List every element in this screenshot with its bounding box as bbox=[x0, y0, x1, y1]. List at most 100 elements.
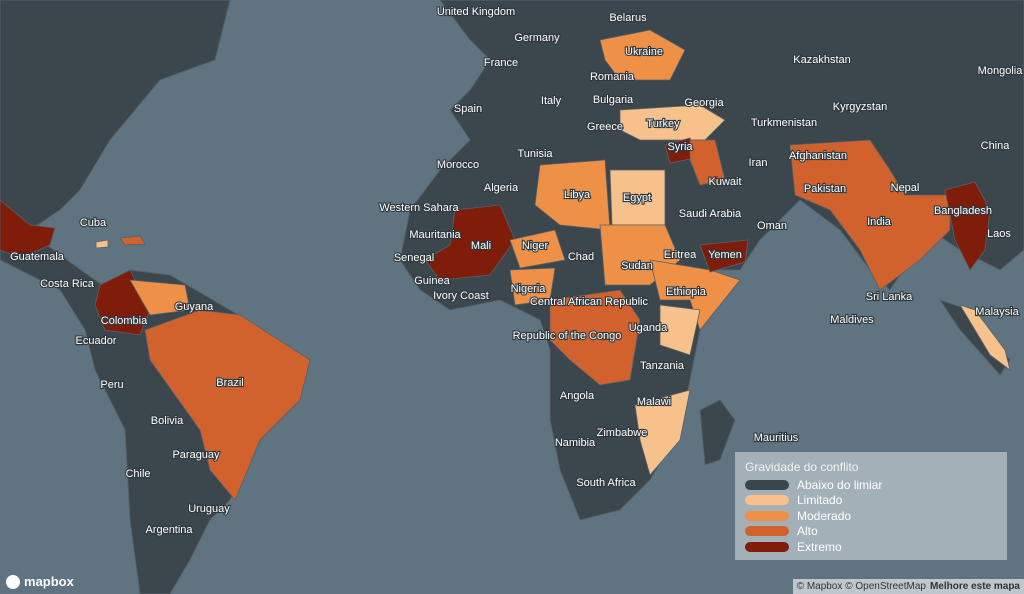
country-label: Laos bbox=[987, 228, 1011, 240]
country-label: Mongolia bbox=[978, 65, 1024, 77]
logo-icon bbox=[6, 574, 20, 589]
conflict-countries bbox=[0, 29, 1011, 501]
country-label: Argentina bbox=[145, 524, 193, 536]
legend-item: Moderado bbox=[745, 508, 997, 524]
country-label: Algeria bbox=[484, 182, 519, 194]
country-label: Pakistan bbox=[804, 183, 846, 195]
country-label: Bulgaria bbox=[593, 94, 634, 106]
country-label: Georgia bbox=[684, 97, 724, 109]
country-label: Sudan bbox=[621, 260, 653, 272]
country-label: Spain bbox=[454, 103, 482, 115]
country-label: Brazil bbox=[216, 377, 244, 389]
country-shape bbox=[689, 139, 726, 186]
country-label: Niger bbox=[522, 240, 549, 252]
country-label: Zimbabwe bbox=[597, 427, 648, 439]
country-shape bbox=[95, 239, 109, 249]
country-label: Egypt bbox=[623, 192, 651, 204]
country-label: United Kingdom bbox=[437, 6, 515, 18]
country-label: Kyrgyzstan bbox=[833, 101, 887, 113]
mapbox-logo[interactable]: mapbox bbox=[6, 574, 74, 589]
country-shape bbox=[119, 235, 146, 246]
legend-swatch bbox=[745, 541, 789, 552]
country-label: Maldives bbox=[830, 314, 874, 326]
country-label: Tunisia bbox=[517, 148, 553, 160]
country-shape bbox=[424, 204, 516, 281]
country-label: Guinea bbox=[414, 275, 450, 287]
country-labels: United Kingdom Belarus Germany Ukraine Kazak… bbox=[9, 5, 1024, 537]
country-label: Namibia bbox=[555, 437, 596, 449]
country-label: Mauritania bbox=[409, 229, 461, 241]
country-label: France bbox=[484, 57, 518, 69]
legend-item: Alto bbox=[745, 524, 997, 540]
country-label: Eritrea bbox=[664, 249, 697, 261]
country-label: Central African Republic bbox=[530, 296, 649, 308]
country-label: Senegal bbox=[394, 252, 434, 264]
country-label: Mali bbox=[471, 240, 491, 252]
country-label: Germany bbox=[514, 32, 560, 44]
country-shape bbox=[534, 159, 611, 231]
country-label: Oman bbox=[757, 220, 787, 232]
country-label: Libya bbox=[564, 189, 591, 201]
legend-item: Extremo bbox=[745, 539, 997, 555]
country-shape bbox=[144, 309, 311, 501]
country-label: Colombia bbox=[101, 315, 148, 327]
country-label: Kuwait bbox=[708, 176, 741, 188]
country-label: Turkmenistan bbox=[751, 117, 817, 129]
country-label: Costa Rica bbox=[40, 278, 95, 290]
country-shape bbox=[944, 181, 991, 271]
legend-label: Moderado bbox=[797, 508, 852, 523]
country-label: Angola bbox=[560, 390, 595, 402]
country-label: Uganda bbox=[629, 322, 668, 334]
legend-swatch bbox=[745, 479, 789, 490]
country-label: Morocco bbox=[437, 159, 479, 171]
country-label: Kazakhstan bbox=[793, 54, 850, 66]
country-label: Saudi Arabia bbox=[679, 208, 742, 220]
country-label: Ivory Coast bbox=[433, 290, 489, 302]
legend-swatch bbox=[745, 495, 789, 506]
country-label: Cuba bbox=[80, 217, 107, 229]
country-shape bbox=[0, 199, 56, 259]
improve-map-link[interactable]: Melhore este mapa bbox=[929, 581, 1020, 592]
legend-items: Abaixo do limiar Limitado Moderado Alto Extr… bbox=[745, 477, 997, 555]
country-label: Bangladesh bbox=[934, 205, 992, 217]
attribution: © Mapbox © OpenStreetMap Melhore este map… bbox=[792, 579, 1024, 594]
legend-label: Abaixo do limiar bbox=[797, 477, 883, 492]
legend-label: Extremo bbox=[797, 539, 842, 554]
country-label: Iran bbox=[749, 157, 768, 169]
country-label: Belarus bbox=[609, 12, 647, 24]
country-label: Syria bbox=[667, 141, 693, 153]
country-label: Uruguay bbox=[188, 503, 230, 515]
country-label: Ethiopia bbox=[666, 286, 707, 298]
country-shape bbox=[699, 239, 749, 273]
country-label: Guatemala bbox=[10, 251, 65, 263]
country-shape bbox=[789, 139, 951, 291]
country-label: Nepal bbox=[891, 182, 920, 194]
country-shape bbox=[659, 304, 701, 356]
legend-label: Limitado bbox=[797, 493, 843, 508]
logo-text: mapbox bbox=[24, 574, 74, 589]
attribution-text: © Mapbox © OpenStreetMap bbox=[796, 581, 926, 592]
legend-swatch bbox=[745, 526, 789, 537]
country-label: Western Sahara bbox=[379, 202, 459, 214]
country-label: China bbox=[981, 140, 1011, 152]
legend-label: Alto bbox=[797, 524, 818, 539]
country-label: Romania bbox=[590, 71, 635, 83]
country-label: Malaysia bbox=[975, 306, 1019, 318]
country-label: Mauritius bbox=[754, 432, 799, 444]
country-shape bbox=[549, 289, 641, 386]
country-label: South Africa bbox=[576, 477, 636, 489]
legend-item: Abaixo do limiar bbox=[745, 477, 997, 493]
country-shape bbox=[509, 229, 566, 269]
country-label: Paraguay bbox=[172, 449, 220, 461]
country-shape bbox=[599, 29, 686, 81]
country-label: Greece bbox=[587, 121, 623, 133]
country-label: Yemen bbox=[708, 249, 742, 261]
country-label: Peru bbox=[100, 379, 123, 391]
country-shape bbox=[634, 389, 691, 476]
legend-swatch bbox=[745, 510, 789, 521]
country-label: Malawi bbox=[637, 396, 671, 408]
country-label: Ecuador bbox=[76, 335, 117, 347]
country-shape bbox=[129, 279, 191, 316]
